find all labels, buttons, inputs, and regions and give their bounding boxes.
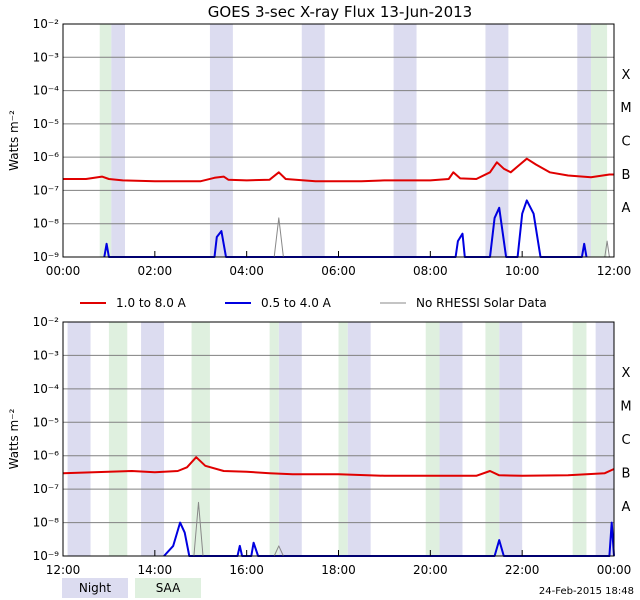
saa-band-1	[591, 24, 608, 257]
x-tick-label: 00:00	[46, 264, 81, 278]
night-band-2	[301, 24, 325, 257]
y-tick-label: 10⁻³	[33, 50, 60, 64]
x-tick-label: 06:00	[321, 264, 356, 278]
night-band-3	[347, 322, 371, 556]
night-band-4	[485, 24, 509, 257]
chart-title: GOES 3-sec X-ray Flux 13-Jun-2013	[208, 3, 472, 21]
saa-band-3	[338, 322, 348, 556]
class-label: C	[621, 135, 630, 150]
x-tick-label: 08:00	[413, 264, 448, 278]
saa-label: SAA	[156, 581, 181, 595]
y-tick-label: 10⁻²	[33, 17, 60, 31]
saa-band-0	[108, 322, 128, 556]
x-tick-label: 02:00	[138, 264, 173, 278]
band-legend: Night SAA	[62, 578, 201, 598]
series-line-0	[62, 456, 615, 477]
saa-band-4	[425, 322, 440, 556]
night-band-6	[595, 322, 614, 556]
class-label: M	[620, 400, 631, 415]
y-tick-label: 10⁻⁶	[33, 449, 60, 463]
saa-band-0	[99, 24, 112, 257]
class-label: B	[622, 168, 631, 183]
night-band-5	[577, 24, 592, 257]
y-tick-label: 10⁻⁸	[33, 217, 60, 231]
y-tick-label: 10⁻⁶	[33, 150, 60, 164]
night-band-4	[439, 322, 463, 556]
saa-band-1	[191, 322, 210, 556]
x-tick-label: 16:00	[229, 563, 264, 577]
y-tick-label: 10⁻⁸	[33, 516, 60, 530]
x-tick-label: 04:00	[229, 264, 264, 278]
top-panel: 10⁻⁹ 10⁻⁸ 10⁻⁷ 10⁻⁶ 10⁻⁵ 10⁻⁴ 10⁻³ 10⁻² Watts m⁻…	[7, 17, 632, 278]
x-tick-label: 18:00	[321, 563, 356, 577]
y-tick-label: 10⁻⁴	[33, 84, 60, 98]
saa-swatch	[135, 578, 201, 598]
x-tick-label: 12:00	[46, 563, 81, 577]
x-tick-label: 00:00	[597, 563, 632, 577]
class-label: A	[622, 500, 631, 515]
series-line-1	[163, 521, 615, 557]
y-tick-label: 10⁻²	[33, 315, 60, 329]
x-tick-label: 20:00	[413, 563, 448, 577]
y-axis-title: Watts m⁻²	[7, 110, 21, 171]
y-axis-title: Watts m⁻²	[7, 408, 21, 469]
bottom-panel: 10⁻⁹ 10⁻⁸ 10⁻⁷ 10⁻⁶ 10⁻⁵ 10⁻⁴ 10⁻³ 10⁻² Watts m⁻…	[7, 315, 632, 577]
night-band-0	[111, 24, 125, 257]
y-tick-label: 10⁻⁷	[33, 482, 60, 496]
night-band-0	[67, 322, 91, 556]
class-label: M	[620, 101, 631, 116]
saa-band-6	[572, 322, 587, 556]
y-tick-label: 10⁻⁵	[33, 415, 60, 429]
y-tick-label: 10⁻³	[33, 348, 60, 362]
night-swatch	[62, 578, 128, 598]
saa-band-5	[485, 322, 500, 556]
series-line-1	[103, 199, 588, 258]
night-label: Night	[79, 581, 112, 595]
legend-label-1-8: 1.0 to 8.0 A	[116, 296, 187, 310]
legend-label-rhessi: No RHESSI Solar Data	[416, 296, 547, 310]
y-tick-label: 10⁻⁹	[33, 549, 60, 563]
x-tick-label: 14:00	[138, 563, 173, 577]
class-label: C	[621, 433, 630, 448]
class-label: A	[622, 201, 631, 216]
series-line-0	[63, 157, 614, 183]
night-band-1	[209, 24, 233, 257]
footer-timestamp: 24-Feb-2015 18:48	[539, 586, 634, 597]
class-label: X	[622, 68, 631, 83]
x-tick-label: 22:00	[505, 563, 540, 577]
y-tick-label: 10⁻⁴	[33, 382, 60, 396]
saa-band-2	[269, 322, 279, 556]
night-band-1	[141, 322, 165, 556]
x-tick-label: 12:00	[597, 264, 632, 278]
legend-label-05-4: 0.5 to 4.0 A	[261, 296, 332, 310]
series-legend: 1.0 to 8.0 A 0.5 to 4.0 A No RHESSI Sola…	[80, 296, 547, 310]
y-tick-label: 10⁻⁷	[33, 183, 60, 197]
x-tick-label: 10:00	[505, 264, 540, 278]
plot-frame	[62, 23, 615, 258]
y-tick-label: 10⁻⁹	[33, 250, 60, 264]
class-label: B	[622, 466, 631, 481]
night-band-3	[393, 24, 417, 257]
night-band-5	[499, 322, 523, 556]
y-tick-label: 10⁻⁵	[33, 117, 60, 131]
class-label: X	[622, 366, 631, 381]
night-band-2	[278, 322, 302, 556]
